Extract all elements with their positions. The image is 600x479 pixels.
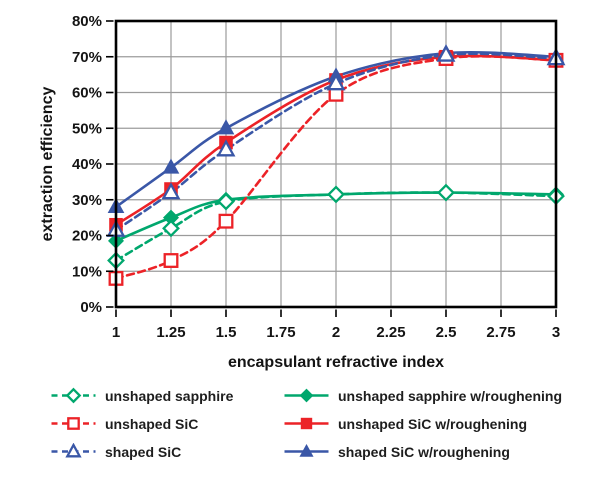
legend-label: unshaped sapphire w/roughening <box>338 387 563 404</box>
x-tick-label: 2 <box>332 324 340 341</box>
legend-item-5: shaped SiC w/roughening <box>283 441 562 462</box>
y-tick-labels: 0% 10% 20% 30% 40% 50% 60% 70% 80% <box>72 13 102 316</box>
legend-key-icon <box>51 417 96 430</box>
x-tick-labels: 1 1.25 1.5 1.75 2 2.25 2.5 2.75 3 <box>112 324 560 341</box>
y-axis-title: extraction efficiency <box>39 87 56 242</box>
y-tick-label: 70% <box>72 49 102 66</box>
series-marker-triangle <box>436 44 456 62</box>
y-tick-label: 30% <box>72 192 102 209</box>
x-axis-title: encapsulant refractive index <box>228 354 444 371</box>
y-tick-label: 20% <box>72 228 102 245</box>
legend-item-1: unshaped sapphire w/roughening <box>283 385 562 406</box>
y-tick-label: 10% <box>72 263 102 280</box>
series-marker-triangle <box>161 182 181 200</box>
series-marker-square <box>300 417 313 430</box>
x-tick-label: 2.5 <box>436 324 457 341</box>
y-tick-label: 50% <box>72 120 102 137</box>
plot-frame <box>114 19 558 309</box>
series-marker-triangle <box>65 443 82 458</box>
legend: unshaped sapphire unshaped sapphire w/rou… <box>50 385 562 462</box>
x-tick-label: 2.75 <box>486 324 515 341</box>
legend-key-icon <box>51 387 96 404</box>
y-tick-label: 0% <box>80 299 102 316</box>
series-marker-triangle <box>299 443 314 457</box>
legend-key-icon <box>284 388 329 403</box>
series-marker-diamond <box>217 192 235 211</box>
x-tick-label: 1 <box>112 324 120 341</box>
legend-item-0: unshaped sapphire <box>50 385 283 406</box>
series-marker-diamond <box>437 183 455 202</box>
series-markers <box>106 44 566 286</box>
legend-item-2: unshaped SiC <box>50 413 283 434</box>
series-marker-triangle <box>216 139 236 157</box>
series-marker-triangle <box>162 158 180 174</box>
legend-key-icon <box>284 417 329 430</box>
series-marker-square <box>218 213 234 229</box>
axis-ticks <box>106 20 557 317</box>
series-marker-square <box>163 253 179 268</box>
x-tick-label: 1.25 <box>156 324 185 341</box>
legend-key-icon <box>284 443 329 457</box>
x-tick-label: 1.75 <box>266 324 295 341</box>
series-marker-diamond <box>299 388 314 403</box>
legend-label: unshaped SiC <box>105 415 199 432</box>
series-marker-diamond <box>327 185 345 204</box>
series-marker-diamond <box>162 219 180 238</box>
legend-key-icon <box>51 443 96 458</box>
y-tick-label: 80% <box>72 13 102 30</box>
series-line <box>114 52 558 232</box>
series-marker-triangle <box>217 119 235 135</box>
series-marker-triangle <box>326 73 346 91</box>
legend-label: unshaped SiC w/roughening <box>338 415 527 432</box>
y-tick-label: 40% <box>72 156 102 173</box>
x-tick-label: 2.25 <box>376 324 405 341</box>
legend-item-3: unshaped SiC w/roughening <box>283 413 562 434</box>
extraction-efficiency-chart: 1 1.25 1.5 1.75 2 2.25 2.5 2.75 3 0% 10% 20% 30% 40%… <box>39 13 566 371</box>
x-tick-label: 3 <box>552 324 560 341</box>
series-marker-square <box>67 417 80 430</box>
legend-item-4: shaped SiC <box>50 441 283 462</box>
legend-label: shaped SiC <box>105 443 182 460</box>
grid-lines <box>116 21 556 307</box>
series-marker-diamond <box>65 387 82 404</box>
x-tick-label: 1.5 <box>216 324 237 341</box>
legend-label: shaped SiC w/roughening <box>338 443 510 460</box>
legend-label: unshaped sapphire <box>105 387 234 404</box>
y-tick-label: 60% <box>72 85 102 102</box>
